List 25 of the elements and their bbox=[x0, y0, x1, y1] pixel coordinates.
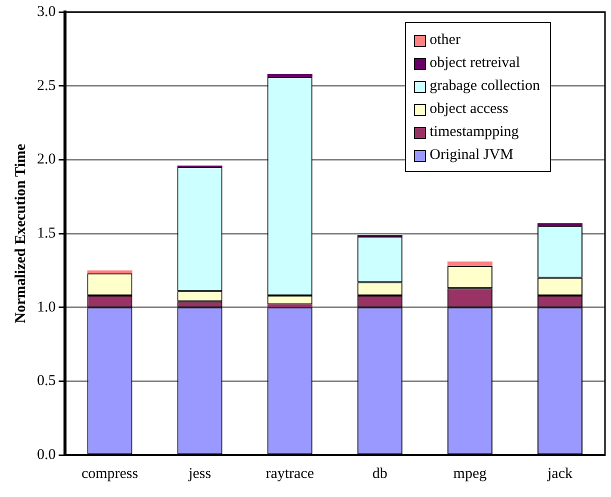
y-tick-label: 1.5 bbox=[37, 225, 56, 242]
bar bbox=[447, 262, 492, 266]
y-tick-label: 3.0 bbox=[37, 4, 56, 20]
x-tick-label: jess bbox=[188, 466, 212, 482]
legend-label: timestampping bbox=[430, 124, 519, 141]
legend-label: grabage collection bbox=[430, 78, 540, 95]
x-tick-label: mpeg bbox=[453, 466, 488, 482]
x-tick-label: compress bbox=[81, 466, 138, 482]
legend-label: Original JVM bbox=[430, 147, 514, 164]
y-tick-label: 0.0 bbox=[37, 446, 56, 463]
bar bbox=[267, 304, 312, 308]
bar bbox=[87, 270, 132, 274]
y-tick-label: 0.5 bbox=[37, 373, 56, 390]
bar bbox=[267, 74, 312, 77]
legend-label: object access bbox=[430, 101, 508, 118]
x-tick-label: jack bbox=[546, 466, 573, 482]
x-tick-label: raytrace bbox=[266, 466, 314, 482]
y-tick-label: 1.0 bbox=[37, 299, 56, 316]
y-tick-label: 2.5 bbox=[37, 78, 56, 94]
legend-label: object retreival bbox=[430, 55, 520, 72]
x-tick-label: db bbox=[372, 466, 388, 482]
y-axis-title: Normalized Execution Time bbox=[12, 143, 29, 324]
y-tick-label: 2.0 bbox=[37, 152, 56, 168]
bar bbox=[537, 223, 582, 226]
legend-label: other bbox=[430, 32, 460, 49]
